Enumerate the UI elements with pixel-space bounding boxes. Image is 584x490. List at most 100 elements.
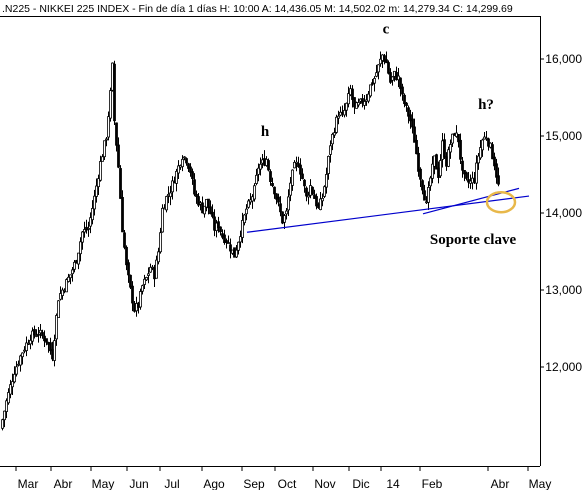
candle-body xyxy=(407,107,410,117)
candle-body xyxy=(379,58,382,65)
candle-body xyxy=(369,84,372,97)
x-tick-label: 14 xyxy=(386,477,400,490)
candle-body xyxy=(295,161,298,164)
candle-body xyxy=(5,400,8,412)
candle-body xyxy=(69,274,72,279)
candle-body xyxy=(235,249,238,258)
candle-body xyxy=(435,154,438,170)
candle-body xyxy=(439,160,442,177)
candle-body xyxy=(277,196,280,203)
candle-body xyxy=(145,277,148,281)
candle-body xyxy=(127,262,130,276)
candle-body xyxy=(227,242,230,244)
candle-body xyxy=(343,109,346,116)
candle-body xyxy=(117,144,120,168)
candle-body xyxy=(159,232,162,253)
candle-body xyxy=(161,207,164,233)
candle-body xyxy=(461,160,464,171)
candle-body xyxy=(253,185,256,200)
candle-body xyxy=(57,300,60,319)
x-tick-label: Jul xyxy=(164,477,179,490)
candle-body xyxy=(475,162,478,184)
candle-body xyxy=(327,155,330,174)
candle-body xyxy=(325,174,328,188)
candle-body xyxy=(7,392,10,404)
candle-body xyxy=(15,366,18,375)
candle-body xyxy=(417,152,420,172)
candle-body xyxy=(487,138,490,147)
candle-body xyxy=(293,161,296,169)
candle-body xyxy=(451,133,454,144)
candle-body xyxy=(95,185,98,197)
candle-body xyxy=(225,240,228,243)
candle-body xyxy=(147,273,150,276)
candle-body xyxy=(71,269,74,275)
y-tick-label: 12,000 xyxy=(545,360,582,374)
candle-body xyxy=(323,186,326,197)
x-tick-label: Dic xyxy=(352,477,369,490)
candle-body xyxy=(87,228,90,230)
candle-body xyxy=(335,116,338,133)
x-tick-label: Abr xyxy=(54,477,73,490)
candle-body xyxy=(493,156,496,167)
chart-header: .N225 - NIKKEI 225 INDEX - Fin de día 1 … xyxy=(2,3,513,15)
candle-body xyxy=(49,342,52,352)
candle-body xyxy=(131,285,134,304)
candle-body xyxy=(45,338,48,343)
candle-body xyxy=(93,195,96,210)
candle-body xyxy=(141,285,144,292)
candle-body xyxy=(399,77,402,89)
candle-body xyxy=(3,410,6,421)
candle-body xyxy=(189,166,192,173)
candle-body xyxy=(65,279,68,293)
candle-body xyxy=(207,198,210,209)
candle-body xyxy=(409,114,412,122)
candle-body xyxy=(385,59,388,64)
x-tick-label: Sep xyxy=(243,477,265,490)
candle-body xyxy=(255,174,258,184)
candle-body xyxy=(197,196,200,206)
x-tick-label: May xyxy=(529,477,552,490)
candle-body xyxy=(429,177,432,187)
candle-body xyxy=(495,163,498,178)
candle-body xyxy=(463,170,466,175)
candle-body xyxy=(477,155,480,164)
candle-body xyxy=(155,259,158,279)
support-line-1 xyxy=(246,195,530,233)
annotation-3: h? xyxy=(478,97,494,113)
y-tick-label: 13,000 xyxy=(545,283,582,297)
candle-body xyxy=(211,211,214,217)
x-tick-label: Oct xyxy=(278,477,297,490)
candle-body xyxy=(55,315,58,340)
candle-body xyxy=(139,291,142,308)
candle-body xyxy=(311,186,314,195)
candle-body xyxy=(73,261,76,270)
candle-body xyxy=(405,102,408,106)
x-tick-label: Mar xyxy=(18,477,39,490)
candle-body xyxy=(285,210,288,215)
candle-body xyxy=(247,200,250,208)
candle-body xyxy=(383,55,386,62)
candle-body xyxy=(387,62,390,74)
candle-body xyxy=(457,134,460,143)
candle-body xyxy=(479,147,482,159)
candle-body xyxy=(209,206,212,215)
candle-body xyxy=(315,196,318,207)
candle-body xyxy=(275,193,278,200)
candle-body xyxy=(375,72,378,77)
candle-body xyxy=(347,93,350,105)
candle-body xyxy=(459,139,462,160)
candle-body xyxy=(363,101,366,106)
candle-body xyxy=(81,231,84,243)
candle-body xyxy=(427,186,430,203)
candle-body xyxy=(351,88,354,100)
candle-body xyxy=(121,197,124,233)
candle-body xyxy=(415,139,418,155)
candle-body xyxy=(443,139,446,158)
candle-body xyxy=(83,229,86,233)
candle-body xyxy=(89,217,92,227)
annotation-4: Soporte clave xyxy=(430,232,517,248)
candle-body xyxy=(33,329,36,336)
candle-body xyxy=(223,234,226,244)
